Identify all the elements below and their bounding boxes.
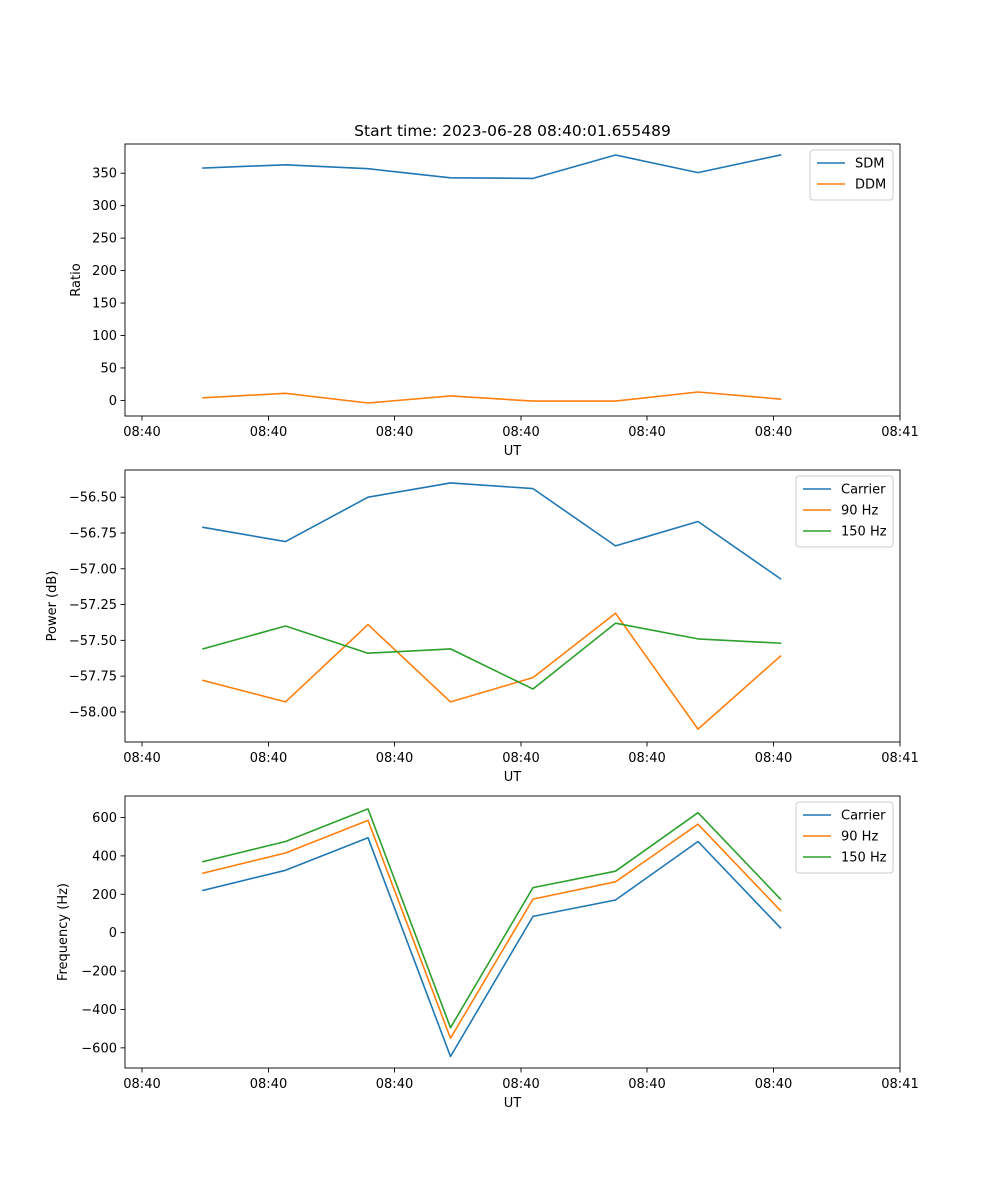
series-line-150-hz [202,622,782,690]
x-tick-label: 08:40 [250,751,287,766]
x-tick-label: 08:40 [376,1077,413,1092]
legend-label: Carrier [841,809,886,824]
x-axis-label: UT [504,1096,522,1111]
plot-area [124,469,901,743]
x-tick-label: 08:40 [755,425,792,440]
figure-title: Start time: 2023-06-28 08:40:01.655489 [354,122,671,140]
x-tick-label: 08:40 [376,751,413,766]
y-tick-label: −57.25 [69,598,117,613]
series-line-90-hz [202,612,782,730]
x-tick-label: 08:41 [881,1077,918,1092]
y-tick-label: −58.00 [69,705,117,720]
legend-box [795,801,894,874]
x-tick-label: 08:40 [250,425,287,440]
y-tick-label: −600 [81,1041,117,1056]
subplot-3: −600 −400 −200 0 200 400 600 08:40 08:40 08:40 08:… [56,795,919,1111]
y-tick-label: −56.50 [69,491,117,506]
y-axis-label: Frequency (Hz) [56,883,71,981]
y-tick-label: −56.75 [69,526,117,541]
x-tick-label: 08:40 [123,425,160,440]
y-tick-label: −57.00 [69,562,117,577]
legend-label: 90 Hz [841,830,878,845]
plot-area [124,143,901,417]
x-tick-label: 08:40 [123,751,160,766]
subplot-1: 0 50 100 150 200 250 300 350 08:40 08:40 08:40 08:4… [69,143,919,459]
y-tick-label: 50 [100,361,117,376]
x-tick-label: 08:40 [250,1077,287,1092]
x-axis-label: UT [504,444,522,459]
x-tick-label: 08:40 [376,425,413,440]
x-tick-label: 08:40 [502,1077,539,1092]
legend-label: SDM [855,157,884,172]
y-tick-label: 0 [109,394,117,409]
y-tick-label: 400 [92,849,117,864]
legend-label: Carrier [841,483,886,498]
y-tick-label: −200 [81,965,117,980]
x-axis-label: UT [504,770,522,785]
x-tick-label: 08:40 [628,425,665,440]
subplots-container: 0 50 100 150 200 250 300 350 08:40 08:40 08:40 08:4… [45,143,919,1111]
y-axis-label: Ratio [69,263,84,296]
y-tick-label: 150 [92,297,117,312]
series-line-carrier [202,482,782,580]
x-tick-label: 08:40 [628,751,665,766]
y-tick-label: 200 [92,264,117,279]
y-tick-label: 250 [92,232,117,247]
plot-area [124,795,901,1069]
y-tick-label: 200 [92,888,117,903]
legend-box [795,475,894,548]
x-tick-label: 08:40 [755,1077,792,1092]
x-tick-label: 08:40 [628,1077,665,1092]
x-tick-label: 08:40 [502,751,539,766]
y-tick-label: −57.50 [69,634,117,649]
series-line-ddm [202,391,782,404]
series-line-carrier [202,836,782,1058]
y-tick-label: 300 [92,199,117,214]
y-tick-label: 600 [92,811,117,826]
y-tick-label: 100 [92,329,117,344]
y-tick-label: 350 [92,167,117,182]
legend-label: 150 Hz [841,851,887,866]
y-tick-label: −57.75 [69,670,117,685]
x-tick-label: 08:41 [881,751,918,766]
series-line-90-hz [202,819,782,1039]
y-axis-label: Power (dB) [45,571,60,642]
subplot-2: −58.00 −57.75 −57.50 −57.25 −57.00 −56.75 −56.… [45,469,919,785]
legend-label: 150 Hz [841,525,887,540]
legend: Carrier 90 Hz 150 Hz [795,475,894,548]
x-tick-label: 08:40 [502,425,539,440]
x-tick-label: 08:40 [123,1077,160,1092]
y-tick-label: −400 [81,1003,117,1018]
legend-label: DDM [855,178,886,193]
legend: Carrier 90 Hz 150 Hz [795,801,894,874]
legend-label: 90 Hz [841,504,878,519]
legend: SDM DDM [809,149,894,201]
series-line-150-hz [202,808,782,1029]
x-tick-label: 08:40 [755,751,792,766]
y-tick-label: 0 [109,926,117,941]
x-tick-label: 08:41 [881,425,918,440]
series-line-sdm [202,154,782,180]
